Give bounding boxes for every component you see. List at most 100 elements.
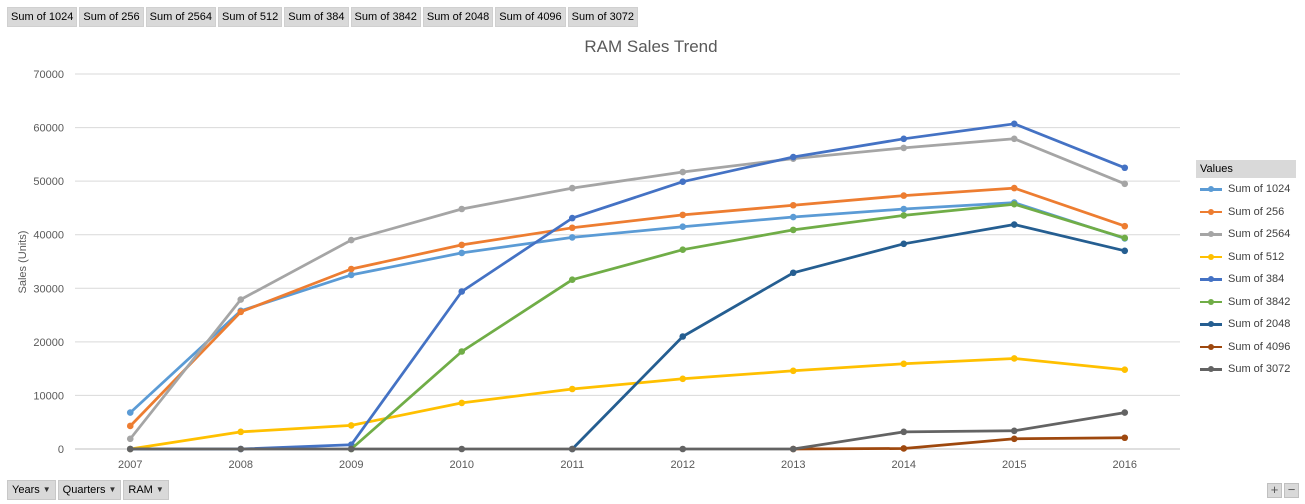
legend-entry-sum-of-3842[interactable]: Sum of 3842 xyxy=(1196,291,1296,314)
field-button-sum-of-3842[interactable]: Sum of 3842 xyxy=(350,7,421,27)
y-tick-label: 10000 xyxy=(33,390,64,402)
y-tick-label: 20000 xyxy=(33,337,64,349)
data-point xyxy=(126,422,134,430)
legend-dot xyxy=(1208,343,1214,350)
data-point xyxy=(789,367,797,375)
data-point xyxy=(347,422,355,429)
data-point xyxy=(900,240,908,248)
legend-line-marker-icon xyxy=(1200,364,1222,374)
data-point xyxy=(1010,200,1018,208)
legend-entry-sum-of-384[interactable]: Sum of 384 xyxy=(1196,268,1296,291)
data-point xyxy=(568,224,576,232)
legend-dot xyxy=(1208,298,1214,305)
series-lines xyxy=(126,120,1129,453)
legend-entry-sum-of-4096[interactable]: Sum of 4096 xyxy=(1196,336,1296,359)
field-button-sum-of-384[interactable]: Sum of 384 xyxy=(284,7,349,27)
x-tick-label: 2014 xyxy=(892,459,916,471)
chevron-down-icon: ▼ xyxy=(42,485,51,494)
data-point xyxy=(900,445,908,452)
axis-button-years[interactable]: Years ▼ xyxy=(7,480,56,500)
field-button-sum-of-256[interactable]: Sum of 256 xyxy=(79,7,144,27)
x-tick-label: 2015 xyxy=(1002,459,1026,471)
series-sum-of-4096 xyxy=(789,434,1129,453)
data-point xyxy=(1121,409,1129,416)
x-tick-label: 2016 xyxy=(1113,459,1137,471)
data-point xyxy=(237,445,245,453)
field-button-sum-of-4096[interactable]: Sum of 4096 xyxy=(495,7,566,27)
legend-label: Sum of 384 xyxy=(1228,273,1285,286)
data-point xyxy=(1010,184,1018,192)
legend-dot xyxy=(1208,208,1214,215)
series-sum-of-2048 xyxy=(568,221,1129,453)
data-point xyxy=(1121,180,1129,188)
chart-title: RAM Sales Trend xyxy=(584,37,717,56)
field-button-sum-of-2048[interactable]: Sum of 2048 xyxy=(422,7,494,27)
data-point xyxy=(458,205,466,213)
data-point xyxy=(458,399,466,407)
y-tick-label: 70000 xyxy=(33,69,64,81)
x-tick-label: 2012 xyxy=(671,459,695,471)
data-point xyxy=(789,153,797,161)
series-line xyxy=(128,137,1127,441)
y-tick-label: 30000 xyxy=(33,283,64,295)
data-point xyxy=(1121,222,1129,230)
legend-label: Sum of 3842 xyxy=(1228,295,1291,308)
legend-entry-sum-of-1024[interactable]: Sum of 1024 xyxy=(1196,178,1296,201)
data-point xyxy=(458,348,466,355)
series-line xyxy=(128,122,1127,451)
legend-dot xyxy=(1208,321,1214,328)
legend-entry-sum-of-3072[interactable]: Sum of 3072 xyxy=(1196,358,1296,381)
legend-entry-sum-of-2048[interactable]: Sum of 2048 xyxy=(1196,313,1296,336)
series-sum-of-1024 xyxy=(126,199,1129,416)
legend-dot xyxy=(1208,186,1214,193)
collapse-button[interactable]: − xyxy=(1284,483,1299,498)
data-point xyxy=(679,246,687,254)
series-line xyxy=(791,436,1127,451)
legend-entry-sum-of-256[interactable]: Sum of 256 xyxy=(1196,201,1296,224)
data-point xyxy=(900,428,908,436)
legend-line-marker-icon xyxy=(1200,229,1222,239)
field-button-sum-of-512[interactable]: Sum of 512 xyxy=(218,7,283,27)
data-point xyxy=(679,445,687,453)
x-tick-label: 2011 xyxy=(560,459,584,471)
data-point xyxy=(789,226,797,234)
field-button-sum-of-1024[interactable]: Sum of 1024 xyxy=(7,7,78,27)
data-point xyxy=(1010,221,1018,228)
data-point xyxy=(568,184,576,192)
data-point xyxy=(458,241,466,249)
legend-line-marker-icon xyxy=(1200,342,1222,352)
legend-label: Sum of 2048 xyxy=(1228,318,1291,331)
field-button-sum-of-3072[interactable]: Sum of 3072 xyxy=(567,7,639,27)
pivot-axis-field-buttons: Years ▼ Quarters ▼ RAM ▼ xyxy=(7,480,169,500)
axis-button-ram[interactable]: RAM ▼ xyxy=(123,480,169,500)
data-point xyxy=(900,212,908,219)
data-point xyxy=(1010,427,1018,435)
legend-entry-sum-of-2564[interactable]: Sum of 2564 xyxy=(1196,223,1296,246)
expand-button[interactable]: + xyxy=(1267,483,1282,498)
series-sum-of-3842 xyxy=(347,200,1129,453)
x-tick-label: 2013 xyxy=(781,459,805,471)
chevron-down-icon: ▼ xyxy=(155,485,164,494)
data-point xyxy=(237,296,245,303)
x-tick-label: 2008 xyxy=(229,459,253,471)
series-line xyxy=(128,411,1127,451)
axis-button-quarters[interactable]: Quarters ▼ xyxy=(57,480,122,500)
data-point xyxy=(347,445,355,453)
data-point xyxy=(568,385,576,393)
legend-label: Sum of 3072 xyxy=(1228,363,1291,376)
data-point xyxy=(126,435,134,443)
series-line xyxy=(128,357,1127,451)
data-point xyxy=(789,201,797,209)
data-point xyxy=(126,409,134,416)
data-point xyxy=(900,135,908,143)
data-point xyxy=(458,249,466,257)
series-line xyxy=(349,202,1127,451)
data-point xyxy=(568,276,576,284)
x-tick-label: 2010 xyxy=(450,459,474,471)
series-sum-of-512 xyxy=(126,355,1129,453)
field-button-sum-of-2564[interactable]: Sum of 2564 xyxy=(145,7,217,27)
legend-entry-sum-of-512[interactable]: Sum of 512 xyxy=(1196,246,1296,269)
axis-button-years-label: Years xyxy=(12,484,40,496)
data-point xyxy=(789,445,797,453)
y-tick-label: 60000 xyxy=(33,123,64,135)
